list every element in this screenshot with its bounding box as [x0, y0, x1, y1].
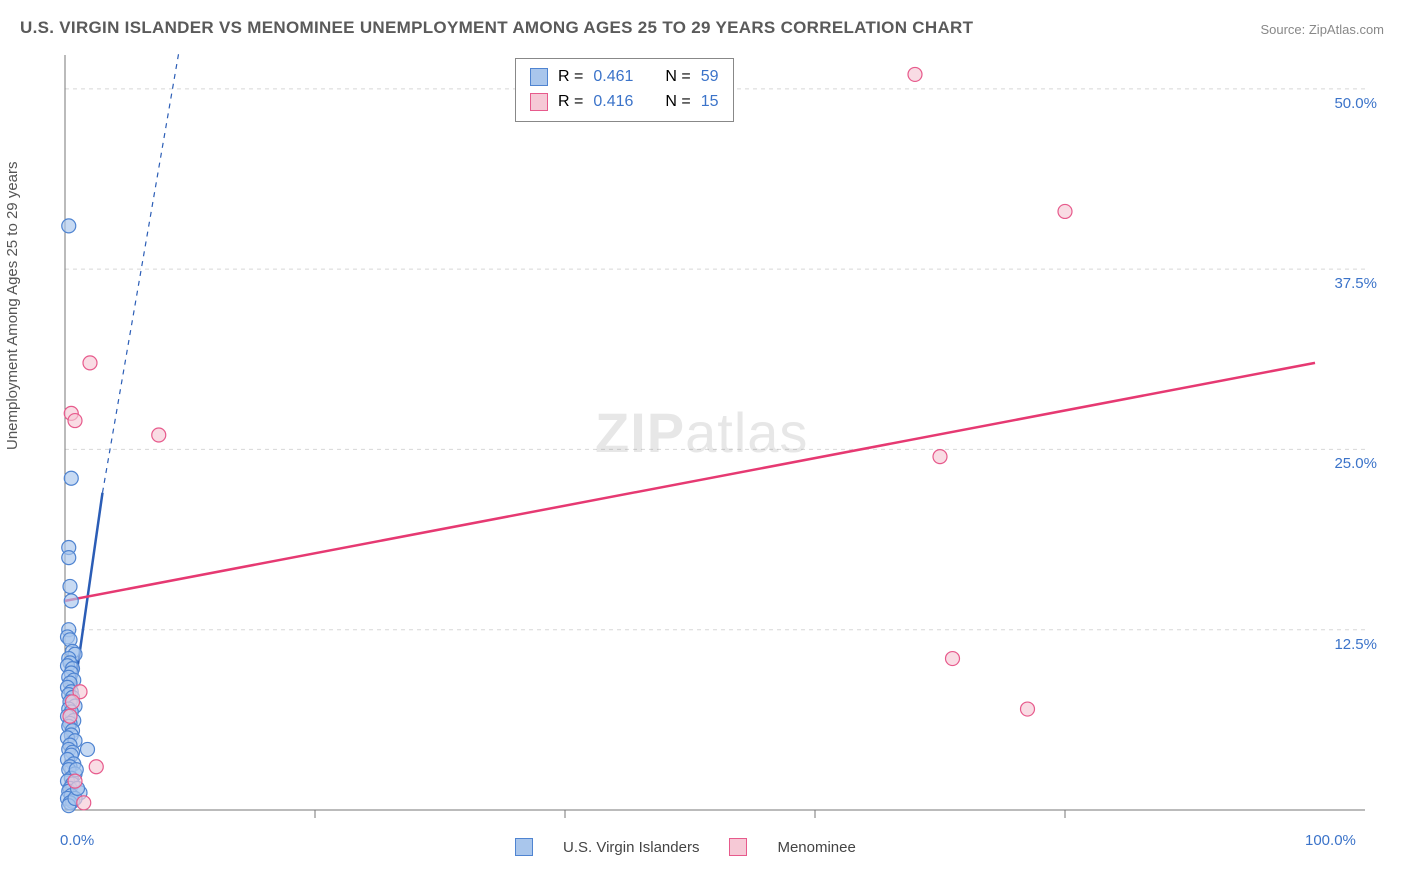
chart-svg [55, 50, 1385, 830]
x-tick-label: 0.0% [60, 832, 94, 849]
series-0-name: U.S. Virgin Islanders [563, 839, 699, 856]
n-value-1: 15 [701, 90, 719, 115]
y-tick-label: 50.0% [1334, 95, 1377, 112]
r-label: R = [558, 90, 583, 115]
chart-title: U.S. VIRGIN ISLANDER VS MENOMINEE UNEMPL… [20, 18, 973, 38]
swatch-series-1 [530, 93, 548, 111]
source-label: Source: ZipAtlas.com [1260, 22, 1384, 37]
y-axis-label: Unemployment Among Ages 25 to 29 years [4, 161, 21, 450]
swatch-series-1-bottom [729, 838, 747, 856]
r-label: R = [558, 65, 583, 90]
r-value-0: 0.461 [593, 65, 633, 90]
x-tick-label: 100.0% [1305, 832, 1356, 849]
swatch-series-0-bottom [515, 838, 533, 856]
legend-row-1: R = 0.416 N = 15 [530, 90, 719, 115]
n-label: N = [665, 90, 690, 115]
y-tick-label: 37.5% [1334, 275, 1377, 292]
n-value-0: 59 [701, 65, 719, 90]
n-label: N = [665, 65, 690, 90]
r-value-1: 0.416 [593, 90, 633, 115]
series-1-name: Menominee [777, 839, 855, 856]
correlation-legend: R = 0.461 N = 59 R = 0.416 N = 15 [515, 58, 734, 122]
swatch-series-0 [530, 68, 548, 86]
legend-row-0: R = 0.461 N = 59 [530, 65, 719, 90]
plot-area: ZIPatlas R = 0.461 N = 59 R = 0.416 N = … [55, 50, 1385, 830]
y-tick-label: 25.0% [1334, 455, 1377, 472]
y-tick-label: 12.5% [1334, 636, 1377, 653]
series-legend: U.S. Virgin Islanders Menominee [515, 838, 856, 856]
